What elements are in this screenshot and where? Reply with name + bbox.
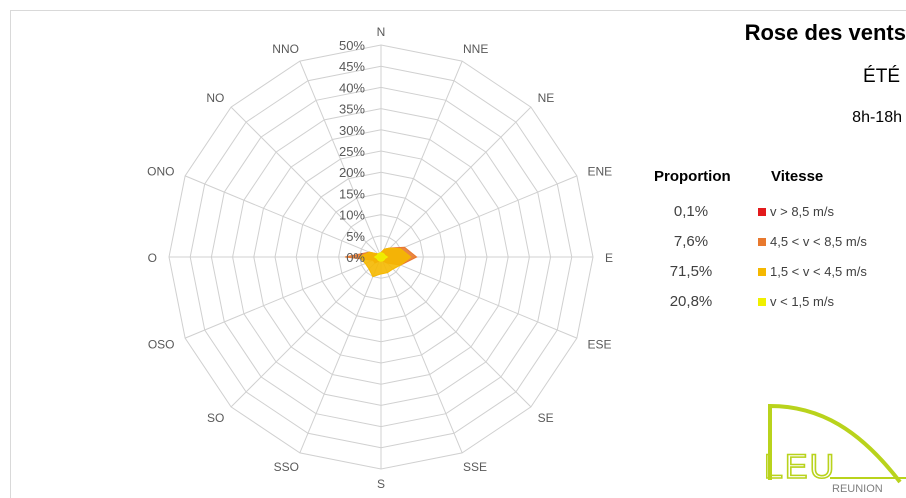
- legend-label-0: v > 8,5 m/s: [770, 204, 834, 219]
- direction-label-NNO: NNO: [272, 42, 299, 56]
- legend-item-2: 1,5 < v < 4,5 m/s: [758, 264, 867, 279]
- grid-spoke-NO: [230, 106, 382, 258]
- legend-label-2: 1,5 < v < 4,5 m/s: [770, 264, 867, 279]
- radial-tick-9: 45%: [339, 59, 365, 74]
- radial-tick-0: 0%: [346, 250, 365, 265]
- legend-proportion-2: 71,5%: [669, 263, 713, 280]
- grid-spoke-ONO: [184, 175, 382, 258]
- season-label: ÉTÉ: [863, 66, 900, 87]
- direction-labels: N NNE NE ENE E ESE SE SSE S SSO SO OSO O ONO NO NNO: [147, 25, 613, 491]
- radial-tick-3: 15%: [339, 186, 365, 201]
- radial-tick-6: 30%: [339, 123, 365, 138]
- leu-reunion-logo: LEU REUNION: [763, 403, 906, 495]
- legend-proportion-0: 0,1%: [673, 203, 709, 220]
- series-2: [359, 247, 412, 278]
- legend-swatch-2: [758, 268, 766, 276]
- grid-spoke-SE: [380, 256, 532, 408]
- radial-tick-8: 40%: [339, 80, 365, 95]
- direction-label-NE: NE: [538, 91, 555, 105]
- direction-label-O: O: [148, 251, 157, 265]
- direction-label-NO: NO: [206, 91, 224, 105]
- legend-label-3: v < 1,5 m/s: [770, 294, 834, 309]
- logo-subtext: REUNION: [832, 483, 883, 495]
- legend-proportion-1: 7,6%: [673, 233, 709, 250]
- direction-label-ESE: ESE: [587, 337, 611, 351]
- direction-label-SO: SO: [207, 411, 224, 425]
- direction-label-SE: SE: [538, 411, 554, 425]
- logo-text: LEU: [764, 448, 836, 486]
- radar-series: [344, 246, 418, 278]
- radial-tick-2: 10%: [339, 208, 365, 223]
- legend-proportion-3: 20,8%: [669, 293, 713, 310]
- series-3: [373, 252, 389, 262]
- grid-spoke-SO: [230, 256, 382, 408]
- logo-arc: [768, 403, 902, 484]
- hours-label: 8h-18h: [852, 109, 902, 126]
- legend-item-3: v < 1,5 m/s: [758, 294, 834, 309]
- grid-spoke-ENE: [380, 175, 578, 258]
- radial-tick-7: 35%: [339, 102, 365, 117]
- direction-label-ONO: ONO: [147, 165, 174, 179]
- legend-swatch-1: [758, 238, 766, 246]
- legend-proportion-header: Proportion: [654, 168, 731, 185]
- direction-label-SSO: SSO: [274, 460, 299, 474]
- legend-item-1: 4,5 < v < 8,5 m/s: [758, 234, 867, 249]
- grid-spoke-NNO: [299, 60, 382, 258]
- direction-label-S: S: [377, 477, 385, 491]
- grid-spoke-OSO: [184, 256, 382, 339]
- direction-label-N: N: [377, 25, 386, 39]
- grid-spoke-ESE: [380, 256, 578, 339]
- direction-label-SSE: SSE: [463, 460, 487, 474]
- direction-label-NNE: NNE: [463, 42, 488, 56]
- legend-speed-header: Vitesse: [771, 168, 824, 185]
- chart-title: Rose des vents: [744, 20, 906, 45]
- legend-swatch-3: [758, 298, 766, 306]
- radial-tick-labels: 0% 5% 10% 15% 20% 25% 30% 35% 40% 45% 50%: [339, 38, 365, 265]
- legend-item-0: v > 8,5 m/s: [758, 204, 834, 219]
- radial-tick-5: 25%: [339, 144, 365, 159]
- direction-label-E: E: [605, 251, 613, 265]
- direction-label-ENE: ENE: [587, 165, 612, 179]
- legend-label-1: 4,5 < v < 8,5 m/s: [770, 234, 867, 249]
- radial-tick-4: 20%: [339, 165, 365, 180]
- grid-spoke-SSE: [380, 256, 463, 454]
- legend-swatch-0: [758, 208, 766, 216]
- grid-spoke-NNE: [380, 60, 463, 258]
- radial-tick-10: 50%: [339, 38, 365, 53]
- grid-spoke-SSO: [299, 256, 382, 454]
- direction-label-OSO: OSO: [148, 337, 175, 351]
- radial-tick-1: 5%: [346, 229, 365, 244]
- chart-frame: [10, 10, 906, 498]
- grid-spoke-NE: [380, 106, 532, 258]
